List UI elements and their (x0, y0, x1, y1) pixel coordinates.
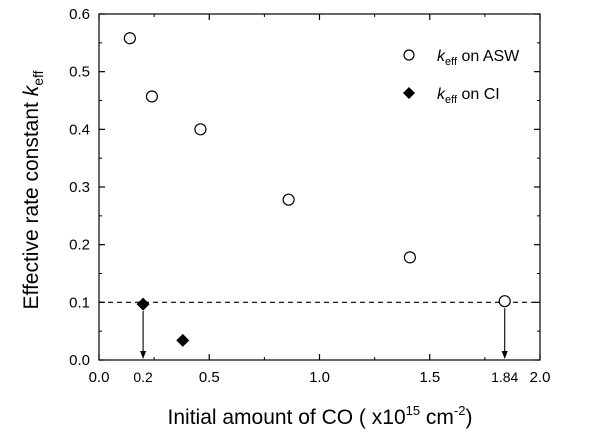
y-tick-label: 0.3 (69, 179, 90, 196)
y-tick-label: 0.2 (69, 237, 90, 254)
data-point-asw (194, 123, 207, 136)
data-point-asw (403, 251, 417, 264)
plot-area (98, 13, 541, 361)
legend: keff on ASW keff on CI (403, 48, 520, 106)
y-tick-label: 0.5 (69, 64, 90, 81)
x-axis-label: Initial amount of CO ( x1015 cm-2) (168, 403, 473, 429)
annotations-group: 0.2 1.84 (133, 308, 519, 385)
legend-marker-asw (403, 49, 415, 61)
data-point-asw (498, 295, 511, 308)
y-tick-label: 0.6 (69, 6, 90, 23)
data-points (123, 32, 511, 347)
data-point-ci (176, 333, 190, 347)
data-point-ci (136, 297, 150, 311)
data-point-asw (123, 32, 136, 45)
x-tick-label: 1.5 (419, 369, 440, 386)
annotation-label: 1.84 (491, 369, 518, 385)
annotation-arrowhead (140, 351, 147, 359)
x-tick-label: 1.0 (309, 369, 330, 386)
y-tick-label: 0.1 (69, 294, 90, 311)
data-point-asw (282, 193, 295, 206)
axis-ticks: 0.0 0.5 1.0 1.5 2.0 0.0 0.1 0.2 0.3 0.4 0.5 0.6 (69, 6, 550, 386)
y-axis-label: Effective rate constant keff (20, 70, 46, 309)
x-tick-label: 2.0 (530, 369, 551, 386)
legend-label-ci: keff on CI (437, 86, 500, 106)
annotation-arrowhead (501, 351, 508, 359)
y-tick-label: 0.0 (69, 352, 90, 369)
legend-marker-ci (403, 87, 415, 99)
x-tick-label: 0.5 (199, 369, 220, 386)
x-tick-label: 0.0 (89, 369, 110, 386)
annotation-label: 0.2 (133, 369, 153, 385)
data-point-asw (145, 90, 159, 103)
y-tick-label: 0.4 (69, 121, 90, 138)
legend-label-asw: keff on ASW (437, 48, 520, 68)
